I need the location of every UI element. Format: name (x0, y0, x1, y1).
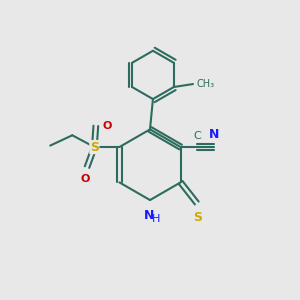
Text: S: S (194, 211, 202, 224)
Text: N: N (144, 209, 154, 222)
Text: S: S (90, 141, 99, 154)
Text: N: N (209, 128, 220, 141)
Text: C: C (193, 130, 201, 141)
Text: O: O (102, 121, 112, 131)
Text: H: H (152, 214, 161, 224)
Text: CH₃: CH₃ (196, 79, 215, 89)
Text: O: O (81, 174, 90, 184)
